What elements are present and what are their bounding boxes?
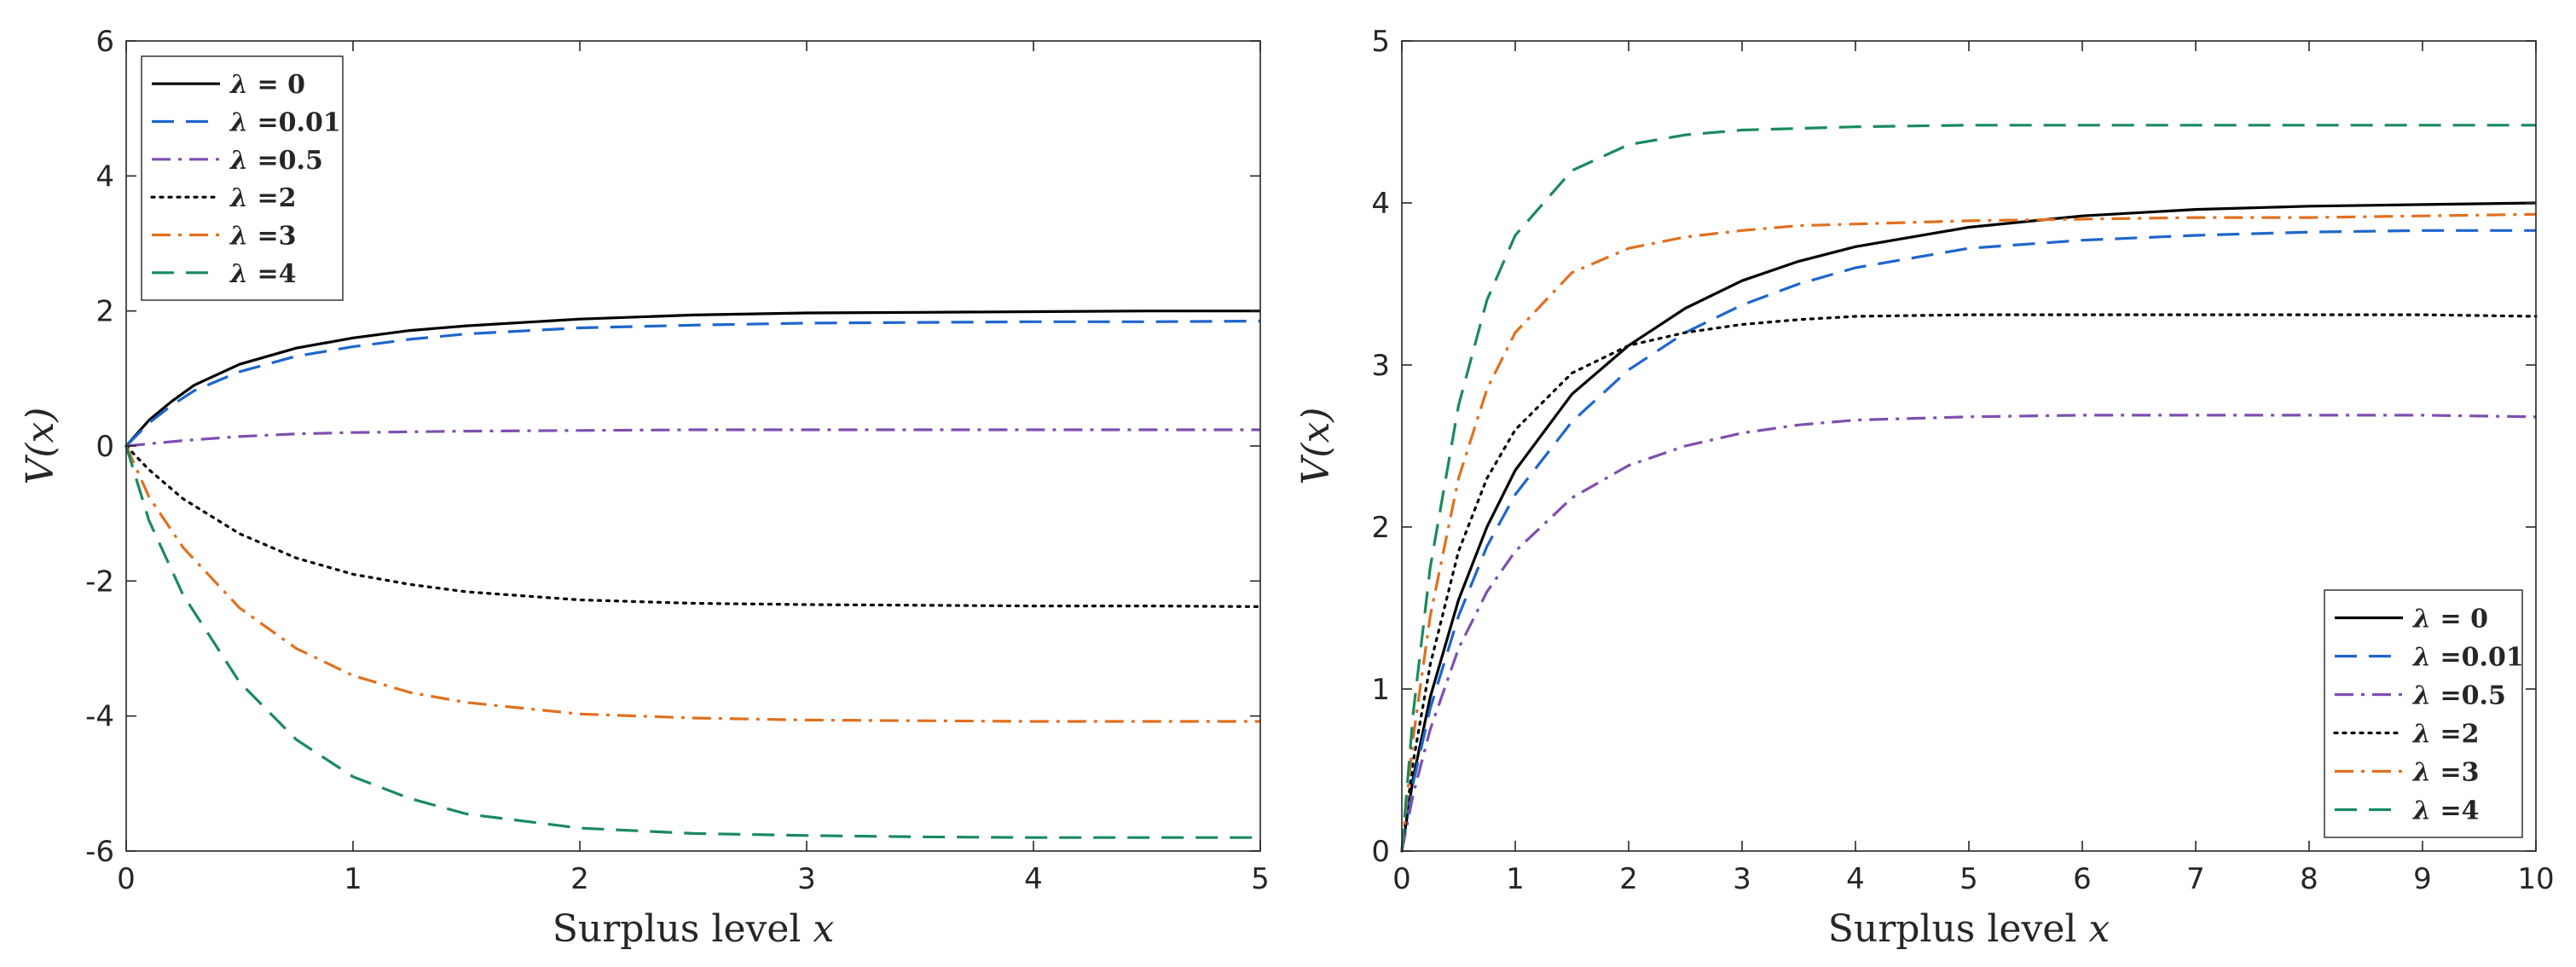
legend-label-3: λ =2 bbox=[2411, 720, 2480, 750]
y-tick-label: 6 bbox=[96, 25, 114, 59]
legend-label-5: λ =4 bbox=[2411, 796, 2480, 826]
left-chart-panel: 0 1 2 3 4 5 -6 -4 -2 0 2 4 6 Surplus level x V(x) λ = 0… bbox=[19, 25, 1270, 951]
x-tick-label: 2 bbox=[570, 862, 589, 896]
y-tick-label: 5 bbox=[1371, 25, 1390, 59]
legend-label-2: λ =0.5 bbox=[2411, 681, 2506, 711]
legend-label-0: λ = 0 bbox=[2411, 605, 2488, 634]
y-tick-label: 0 bbox=[1371, 835, 1390, 869]
x-tick-label: 3 bbox=[797, 862, 816, 896]
x-tick-label: 4 bbox=[1846, 862, 1865, 896]
x-axis-label: Surplus level x bbox=[1828, 907, 2110, 951]
series-line-4 bbox=[124, 445, 1260, 723]
series-line-1 bbox=[124, 319, 1261, 448]
y-tick-label: 4 bbox=[1371, 187, 1390, 221]
legend-label-4: λ =3 bbox=[2411, 758, 2480, 788]
legend: λ = 0 λ =0.01 λ =0.5 λ =2 λ =3 λ =4 bbox=[141, 55, 344, 301]
y-tick-label: 4 bbox=[96, 159, 114, 194]
series-line-2 bbox=[125, 428, 1260, 448]
legend-label-1: λ =0.01 bbox=[2411, 643, 2524, 673]
x-tick-label: 4 bbox=[1024, 862, 1043, 896]
series-line-0 bbox=[1400, 201, 2537, 852]
x-tick-label: 0 bbox=[117, 862, 136, 896]
right-chart-panel: 0 1 2 3 4 5 6 7 8 9 10 0 1 2 3 4 5 Surplus level x V(x) λ =… bbox=[1294, 25, 2555, 951]
x-tick-label: 8 bbox=[2300, 862, 2318, 896]
legend-label-4: λ =3 bbox=[229, 222, 297, 252]
legend-label-2: λ =0.5 bbox=[229, 146, 323, 176]
y-tick-label: -2 bbox=[85, 565, 114, 599]
legend-label-3: λ =2 bbox=[229, 183, 297, 213]
x-tick-label: 5 bbox=[1251, 862, 1270, 896]
series-line-5 bbox=[124, 445, 1260, 839]
series-line-3 bbox=[1400, 313, 2538, 853]
x-tick-label: 5 bbox=[1959, 862, 1978, 896]
series-line-4 bbox=[1400, 212, 2537, 852]
x-tick-label: 1 bbox=[344, 862, 362, 896]
legend-box bbox=[2324, 589, 2523, 838]
x-tick-label: 6 bbox=[2073, 862, 2092, 896]
x-axis-label: Surplus level x bbox=[553, 907, 835, 951]
y-axis-label: V(x) bbox=[19, 408, 62, 485]
x-tick-label: 1 bbox=[1506, 862, 1525, 896]
y-tick-label: 3 bbox=[1371, 349, 1390, 383]
y-tick-label: 2 bbox=[96, 295, 114, 329]
x-tick-label: 3 bbox=[1733, 862, 1751, 896]
x-tick-label: 0 bbox=[1392, 862, 1411, 896]
x-tick-label: 7 bbox=[2186, 862, 2205, 896]
x-tick-label: 2 bbox=[1619, 862, 1638, 896]
x-tick-label: 9 bbox=[2413, 862, 2432, 896]
y-tick-label: 2 bbox=[1371, 511, 1390, 545]
series-line-5 bbox=[1400, 124, 2536, 852]
x-tick-label: 10 bbox=[2517, 862, 2554, 896]
legend-label-1: λ =0.01 bbox=[229, 108, 341, 138]
series-line-1 bbox=[1400, 229, 2536, 852]
y-axis-label: V(x) bbox=[1294, 408, 1338, 485]
y-tick-label: -6 bbox=[85, 835, 114, 869]
series-line-0 bbox=[124, 310, 1260, 448]
legend-label-0: λ = 0 bbox=[229, 70, 305, 100]
legend-label-5: λ =4 bbox=[229, 259, 297, 289]
y-tick-label: -4 bbox=[85, 700, 114, 734]
y-tick-label: 0 bbox=[96, 430, 114, 464]
legend-box bbox=[141, 55, 344, 301]
legend: λ = 0 λ =0.01 λ =0.5 λ =2 λ =3 λ =4 bbox=[2324, 589, 2524, 838]
y-tick-label: 1 bbox=[1371, 673, 1390, 707]
series-line-2 bbox=[1400, 414, 2537, 852]
